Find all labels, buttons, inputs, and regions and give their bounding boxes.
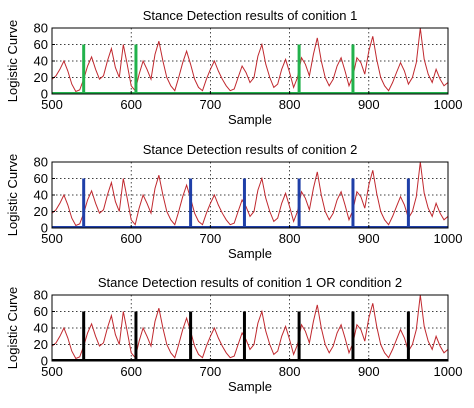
chart-3-y-tick-label-4: 80	[34, 288, 48, 303]
chart-1-x-tick-label-3: 800	[279, 97, 301, 112]
chart-3-x-tick-label-2: 700	[200, 364, 222, 379]
chart-2-x-tick-label-3: 800	[279, 231, 301, 246]
chart-3-x-tick-label-5: 1000	[434, 364, 463, 379]
chart-3-x-tick-label-4: 900	[358, 364, 380, 379]
chart-2-title: Stance Detection results of conition 2	[143, 142, 358, 157]
chart-3-x-tick-label-0: 500	[41, 364, 63, 379]
chart-2-x-tick-label-5: 1000	[434, 231, 463, 246]
chart-3-y-tick-label-3: 60	[34, 304, 48, 319]
chart-2-y-tick-label-1: 20	[34, 204, 48, 219]
chart-1-x-tick-label-1: 600	[120, 97, 142, 112]
chart-2-logistic-curve-line	[51, 161, 449, 227]
chart-1-y-tick-label-3: 60	[34, 37, 48, 52]
chart-2-x-tick-label-1: 600	[120, 231, 142, 246]
chart-3-y-tick-label-0: 0	[41, 354, 48, 369]
chart-1-y-axis-label: Logistic Curve	[5, 20, 20, 102]
chart-3-y-tick-label-1: 20	[34, 337, 48, 352]
chart-3-x-tick-label-1: 600	[120, 364, 142, 379]
chart-3-title: Stance Detection results of conition 1 O…	[98, 275, 402, 290]
chart-1-x-tick-label-2: 700	[200, 97, 222, 112]
chart-1-title: Stance Detection results of conition 1	[143, 8, 358, 23]
chart-3-y-axis-label: Logistic Curve	[5, 287, 20, 369]
chart-2-x-tick-label-2: 700	[200, 231, 222, 246]
chart-3-x-axis-label: Sample	[228, 379, 272, 394]
chart-1-y-tick-label-1: 20	[34, 70, 48, 85]
chart-2-y-axis-label: Logistic Curve	[5, 154, 20, 236]
chart-1-logistic-curve-line	[51, 27, 449, 93]
chart-1-y-tick-label-2: 40	[34, 54, 48, 69]
chart-1-x-tick-label-0: 500	[41, 97, 63, 112]
chart-2-y-tick-label-2: 40	[34, 188, 48, 203]
chart-1-y-tick-label-0: 0	[41, 87, 48, 102]
chart-1-x-axis-label: Sample	[228, 112, 272, 127]
chart-1-y-tick-label-4: 80	[34, 21, 48, 36]
chart-3-logistic-curve-line	[51, 294, 449, 360]
chart-1-x-tick-label-4: 900	[358, 97, 380, 112]
chart-2-y-tick-label-0: 0	[41, 221, 48, 236]
chart-1-x-tick-label-5: 1000	[434, 97, 463, 112]
chart-2-x-tick-label-4: 900	[358, 231, 380, 246]
chart-2-y-tick-label-3: 60	[34, 171, 48, 186]
chart-2-y-tick-label-4: 80	[34, 155, 48, 170]
chart-2-x-tick-label-0: 500	[41, 231, 63, 246]
chart-2-x-axis-label: Sample	[228, 246, 272, 261]
chart-3-x-tick-label-3: 800	[279, 364, 301, 379]
chart-3-y-tick-label-2: 40	[34, 321, 48, 336]
